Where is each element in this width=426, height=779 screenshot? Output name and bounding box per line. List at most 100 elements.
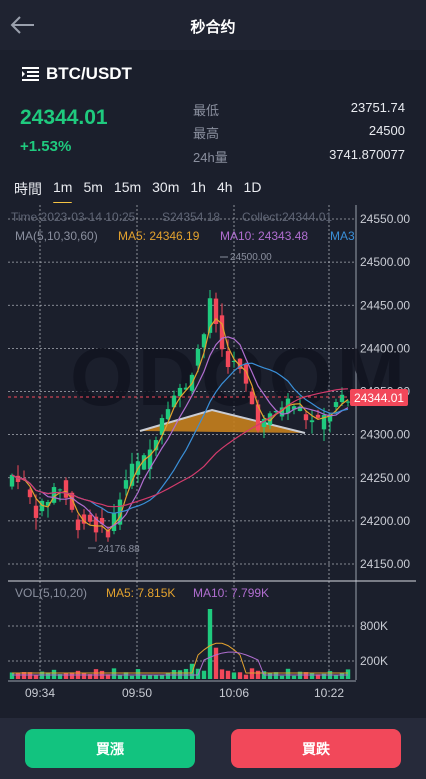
- info-time: Time:2023-03-14 10:25: [11, 210, 136, 224]
- stat-low-label: 最低: [193, 103, 220, 118]
- candle-body: [87, 514, 93, 522]
- arrow-left-icon: [10, 16, 34, 34]
- candle-body: [273, 411, 279, 413]
- candle-body: [159, 418, 165, 435]
- kline-chart[interactable]: ODOOM 24550.00 24500.00 24450.00 24400.00 24…: [0, 203, 426, 710]
- time-tick: 09:50: [122, 686, 152, 700]
- volume-bar: [165, 672, 171, 679]
- volume-bar: [21, 672, 27, 679]
- volume-bar: [33, 675, 39, 679]
- page-title: 秒合约: [190, 19, 236, 36]
- chart-watermark: ODOOM: [70, 332, 409, 423]
- candle-body: [201, 334, 207, 348]
- volume-bar: [231, 672, 237, 679]
- volume-bar: [129, 675, 135, 679]
- high-marker: 24500.00: [230, 252, 272, 263]
- volume-bar: [69, 672, 75, 679]
- tab-time[interactable]: 時間: [14, 181, 42, 197]
- candle-body: [123, 480, 129, 489]
- tab-1h[interactable]: 1h: [190, 179, 206, 195]
- candle-body: [219, 315, 225, 350]
- candle-body: [171, 395, 177, 408]
- candle-body: [183, 387, 189, 390]
- candle-body: [9, 474, 15, 487]
- top-bar: 秒合约: [0, 0, 426, 50]
- volume-bar: [63, 672, 69, 679]
- volume-bar: [171, 669, 177, 679]
- volume-bar: [9, 672, 15, 679]
- candle-body: [63, 480, 69, 498]
- candle-body: [327, 415, 333, 422]
- candle-body: [105, 530, 111, 538]
- candle-body: [57, 489, 63, 491]
- candle-body: [69, 492, 75, 510]
- volume-bar: [273, 672, 279, 679]
- volume-bar: [207, 609, 213, 679]
- volume-bar: [291, 675, 297, 679]
- volume-bar: [249, 668, 255, 679]
- volume-bar: [147, 674, 153, 679]
- tab-1d[interactable]: 1D: [243, 179, 262, 195]
- volume-bar: [345, 669, 351, 679]
- volume-bar: [81, 672, 87, 679]
- candle-body: [51, 487, 57, 503]
- action-bar: 買漲 買跌: [0, 718, 426, 779]
- volume-bar: [285, 668, 291, 679]
- info-collect: Collect:24344.01: [242, 210, 332, 224]
- candle-body: [195, 348, 201, 366]
- candle-body: [267, 413, 273, 425]
- stat-high-label: 最高: [193, 126, 220, 141]
- time-tick: 10:22: [314, 686, 344, 700]
- candle-body: [333, 402, 339, 408]
- ma30-label: MA3: [330, 229, 355, 243]
- volume-bar: [141, 675, 147, 679]
- info-s: S24354.18: [162, 210, 220, 224]
- stat-low-value: 23751.74: [350, 100, 405, 115]
- stat-volume-label: 24h量: [193, 150, 228, 165]
- price-tick: 24200.00: [360, 514, 410, 528]
- tab-1m[interactable]: 1m: [53, 179, 73, 204]
- price-tick: 24300.00: [360, 428, 410, 442]
- volume-bar: [57, 674, 63, 679]
- candle-body: [81, 514, 87, 524]
- candle-body: [111, 512, 117, 532]
- back-button[interactable]: [8, 12, 38, 38]
- candle-body: [99, 517, 105, 524]
- ma-lines: [11, 317, 349, 533]
- volume-bars: [9, 609, 351, 679]
- candle-body: [243, 364, 249, 384]
- candle-body: [141, 455, 147, 470]
- vol-label: VOL(5,10,20): [15, 586, 87, 600]
- candle-body: [321, 415, 327, 430]
- volume-bar: [201, 670, 207, 679]
- candle-body: [27, 489, 33, 498]
- tab-15m[interactable]: 15m: [113, 179, 142, 195]
- volume-ma-line: [12, 651, 348, 676]
- candle-body: [165, 409, 171, 420]
- volume-bar: [219, 669, 225, 679]
- vol-ma5-label: MA5: 7.815K: [106, 586, 175, 600]
- candle-body: [225, 351, 231, 368]
- volume-bar: [159, 674, 165, 679]
- pair-selector[interactable]: BTC/USDT: [22, 64, 132, 84]
- volume-bar: [339, 673, 345, 679]
- price-tick: 24450.00: [360, 298, 410, 312]
- tab-30m[interactable]: 30m: [152, 179, 180, 195]
- volume-bar: [27, 672, 33, 679]
- price-tick: 24250.00: [360, 471, 410, 485]
- current-price-tag-text: 24344.01: [354, 391, 404, 405]
- volume-bar: [183, 668, 189, 679]
- tab-5m[interactable]: 5m: [83, 179, 103, 195]
- ma5-label: MA5: 24346.19: [118, 229, 200, 243]
- price-tick: 24550.00: [360, 212, 410, 226]
- volume-bar: [309, 672, 315, 679]
- tab-4h[interactable]: 4h: [216, 179, 233, 195]
- volume-bar: [315, 674, 321, 679]
- candle-body: [75, 519, 81, 531]
- volume-bar: [123, 672, 129, 679]
- buy-up-button[interactable]: 買漲: [25, 729, 195, 768]
- price-tick: 24400.00: [360, 341, 410, 355]
- buy-down-button[interactable]: 買跌: [231, 729, 401, 768]
- volume-bar: [105, 674, 111, 679]
- time-tick: 10:06: [219, 686, 249, 700]
